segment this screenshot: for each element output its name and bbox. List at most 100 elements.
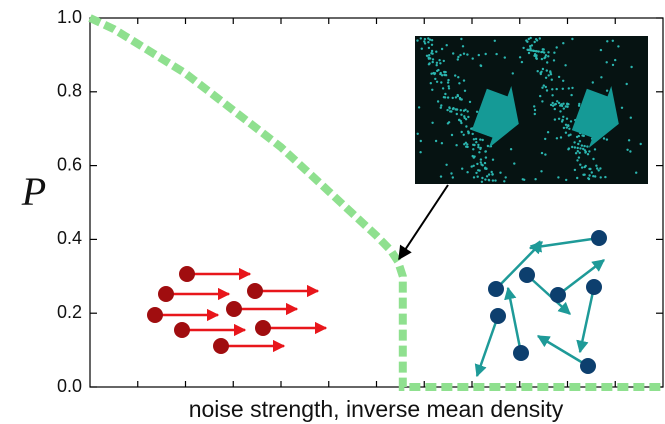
inset-particle bbox=[472, 176, 476, 179]
inset-particle bbox=[460, 113, 463, 116]
inset-particle bbox=[467, 130, 470, 133]
inset-particle bbox=[529, 36, 532, 40]
inset-particle bbox=[494, 179, 497, 182]
inset-particle bbox=[617, 45, 620, 48]
inset-particle bbox=[446, 108, 449, 112]
inset-particle bbox=[444, 74, 448, 77]
inset-particle bbox=[471, 57, 474, 60]
inset-particle bbox=[435, 50, 438, 53]
inset-particle bbox=[627, 139, 631, 142]
ordered-arrows bbox=[155, 267, 328, 353]
inset-particle bbox=[455, 144, 458, 147]
inset-particle bbox=[440, 142, 444, 145]
inset-particle bbox=[481, 176, 484, 180]
inset-particle bbox=[629, 150, 632, 153]
inset-particle bbox=[451, 96, 454, 100]
inset-particle bbox=[455, 112, 458, 116]
inset-particle bbox=[443, 96, 447, 99]
inset-particle bbox=[454, 74, 457, 77]
inset-particle bbox=[487, 179, 491, 182]
inset-particle bbox=[430, 52, 433, 55]
inset-particle bbox=[538, 37, 541, 40]
inset-particle bbox=[565, 178, 568, 182]
inset-particle bbox=[476, 162, 479, 166]
inset-particle bbox=[446, 81, 450, 84]
inset-particle bbox=[479, 158, 483, 161]
inset-particle bbox=[569, 120, 573, 123]
inset-particle bbox=[472, 148, 475, 151]
inset-particle bbox=[504, 176, 507, 179]
inset-particle bbox=[417, 106, 421, 109]
inset-particle bbox=[562, 115, 565, 119]
inset-particle bbox=[478, 169, 481, 172]
inset-particle bbox=[605, 61, 608, 64]
inset-particle bbox=[475, 171, 478, 175]
inset-particle bbox=[425, 54, 429, 57]
plot-marks: 0.0 0.2 0.4 0.6 0.8 1.0 bbox=[57, 7, 663, 396]
inset-particle bbox=[518, 56, 522, 59]
inset-particle bbox=[473, 155, 476, 158]
inset-particle bbox=[552, 59, 556, 62]
inset-particle bbox=[537, 50, 540, 53]
inset-particle bbox=[416, 132, 419, 135]
inset-particle bbox=[446, 122, 450, 125]
inset-particle bbox=[568, 127, 571, 130]
inset-particle bbox=[555, 87, 558, 91]
inset-particle bbox=[478, 151, 481, 154]
inset-particle bbox=[541, 67, 545, 71]
inset-particle bbox=[576, 176, 579, 180]
inset-particle bbox=[530, 49, 533, 52]
inset-particle bbox=[427, 37, 430, 40]
inset-particle bbox=[534, 178, 537, 181]
inset-particle bbox=[486, 144, 490, 148]
inset-particle bbox=[485, 167, 488, 170]
inset-arrow bbox=[571, 85, 619, 149]
inset-particle bbox=[526, 40, 529, 43]
inset-particle bbox=[577, 156, 581, 159]
inset-particle bbox=[450, 133, 454, 137]
inset-particle bbox=[562, 79, 565, 83]
inset-particle bbox=[527, 51, 531, 55]
inset-particle bbox=[431, 88, 434, 92]
inset-particle bbox=[466, 171, 469, 174]
inset-particle bbox=[434, 139, 438, 143]
inset-particle bbox=[471, 154, 474, 158]
inset-particle bbox=[495, 52, 498, 56]
inset-particle bbox=[491, 158, 495, 161]
inset-particle bbox=[444, 92, 447, 96]
inset-particle bbox=[573, 146, 577, 149]
inset-particle bbox=[557, 75, 561, 79]
inset-particle bbox=[580, 166, 584, 169]
inset-particle bbox=[459, 109, 462, 112]
inset-particle bbox=[586, 145, 589, 148]
inset-particle bbox=[540, 57, 544, 61]
inset-particle bbox=[434, 77, 437, 81]
inset-particle bbox=[586, 153, 590, 156]
inset-particle bbox=[567, 124, 570, 127]
inset-particle bbox=[539, 72, 542, 76]
inset-particle bbox=[435, 61, 439, 64]
inset-particle bbox=[479, 138, 482, 141]
inset-particle bbox=[576, 150, 579, 153]
inset-particle bbox=[561, 87, 564, 91]
inset-particles bbox=[416, 36, 642, 183]
inset-particle bbox=[470, 165, 473, 168]
inset-particle bbox=[549, 73, 553, 76]
inset-particle bbox=[460, 121, 463, 125]
inset-particle bbox=[427, 46, 431, 50]
inset-particle bbox=[545, 69, 548, 72]
inset-particle bbox=[582, 147, 585, 151]
inset-particle bbox=[450, 172, 453, 175]
y-tick-label: 0.4 bbox=[57, 228, 82, 248]
inset-particle bbox=[447, 78, 450, 82]
inset-particle bbox=[466, 145, 469, 149]
inset-particle bbox=[503, 56, 506, 59]
inset-particle bbox=[564, 123, 568, 127]
inset-particle bbox=[544, 137, 547, 141]
inset-particle bbox=[468, 100, 472, 104]
inset-particle bbox=[599, 176, 602, 179]
inset-particle bbox=[560, 120, 564, 123]
inset-particle bbox=[593, 148, 597, 151]
inset-particle bbox=[547, 74, 550, 77]
inset-particle bbox=[545, 89, 549, 92]
